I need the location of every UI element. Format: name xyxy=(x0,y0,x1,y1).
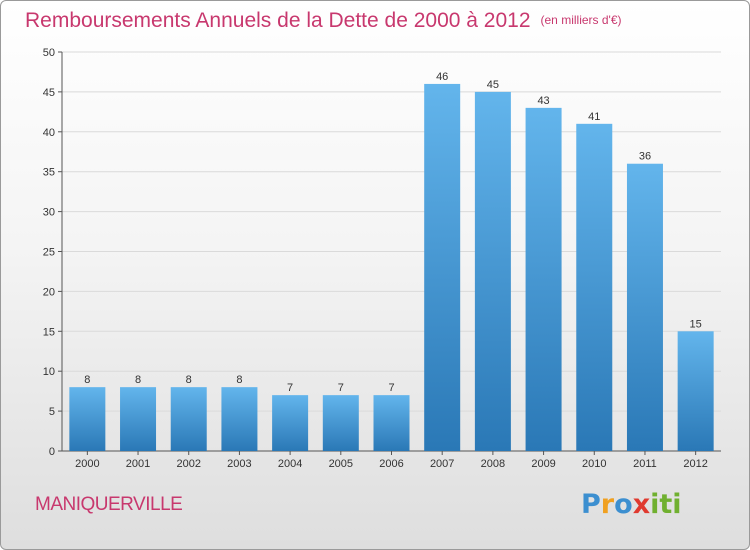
x-tick-label: 2007 xyxy=(430,458,454,470)
data-label: 45 xyxy=(487,79,499,91)
x-tick-label: 2010 xyxy=(582,458,606,470)
x-tick-label: 2002 xyxy=(176,458,200,470)
data-label: 15 xyxy=(690,318,702,330)
x-tick-label: 2012 xyxy=(683,458,707,470)
logo-letter: o xyxy=(614,489,633,520)
bar-2005 xyxy=(322,395,359,451)
x-tick-label: 2003 xyxy=(227,458,251,470)
bar-2000 xyxy=(69,387,106,451)
logo-letter: P xyxy=(581,489,601,520)
data-label: 8 xyxy=(84,374,90,386)
data-label: 8 xyxy=(236,374,242,386)
y-tick-label: 25 xyxy=(43,247,55,259)
logo-letter: i xyxy=(672,489,682,520)
y-tick-label: 5 xyxy=(49,406,55,418)
y-tick-label: 45 xyxy=(43,87,55,99)
data-label: 7 xyxy=(338,382,344,394)
y-tick-label: 15 xyxy=(43,326,55,338)
proxiti-logo[interactable]: Proxiti xyxy=(581,489,682,520)
bar-2001 xyxy=(120,387,157,451)
data-label: 7 xyxy=(388,382,394,394)
logo-letter: x xyxy=(632,489,651,520)
bar-2009 xyxy=(525,107,562,452)
axes xyxy=(58,51,721,455)
logo-letter: r xyxy=(600,489,615,520)
bar-2012 xyxy=(677,331,714,451)
bar-2011 xyxy=(626,163,663,451)
x-tick-label: 2001 xyxy=(126,458,150,470)
bar-2004 xyxy=(272,395,309,451)
y-tick-label: 35 xyxy=(43,167,55,179)
y-tick-label: 30 xyxy=(43,207,55,219)
data-label: 8 xyxy=(186,374,192,386)
x-tick-label: 2006 xyxy=(379,458,403,470)
data-label: 43 xyxy=(537,95,549,107)
x-tick-label: 2005 xyxy=(329,458,353,470)
logo-letter: t xyxy=(659,489,673,520)
bar-2008 xyxy=(474,91,511,452)
y-tick-label: 0 xyxy=(49,446,55,458)
data-label: 8 xyxy=(135,374,141,386)
y-tick-label: 40 xyxy=(43,127,55,139)
data-label: 41 xyxy=(588,111,600,123)
y-tick-label: 10 xyxy=(43,366,55,378)
x-tick-label: 2009 xyxy=(531,458,555,470)
grid-lines xyxy=(62,51,721,412)
bar-2006 xyxy=(373,395,410,451)
x-tick-label: 2004 xyxy=(278,458,302,470)
bar-2010 xyxy=(576,123,613,451)
town-name: MANIQUERVILLE xyxy=(35,494,183,515)
x-tick-label: 2008 xyxy=(481,458,505,470)
data-label: 36 xyxy=(639,151,651,163)
x-tick-label: 2011 xyxy=(633,458,657,470)
bar-2002 xyxy=(170,387,207,451)
labels: 0 5 10 15 20 25 30 35 40 45 50 8 2000 8 2001 8 2002 8 2003… xyxy=(43,47,708,470)
chart-title: Remboursements Annuels de la Dette de 20… xyxy=(25,9,622,32)
y-tick-label: 50 xyxy=(43,47,55,59)
y-tick-label: 20 xyxy=(43,286,55,298)
logo-letter: i xyxy=(650,489,660,520)
bars xyxy=(69,83,714,452)
bar-2003 xyxy=(221,387,258,451)
data-label: 46 xyxy=(436,71,448,83)
chart-subtitle: (en milliers d'€) xyxy=(540,13,622,27)
bar-2007 xyxy=(424,83,461,452)
x-tick-label: 2000 xyxy=(75,458,99,470)
data-label: 7 xyxy=(287,382,293,394)
